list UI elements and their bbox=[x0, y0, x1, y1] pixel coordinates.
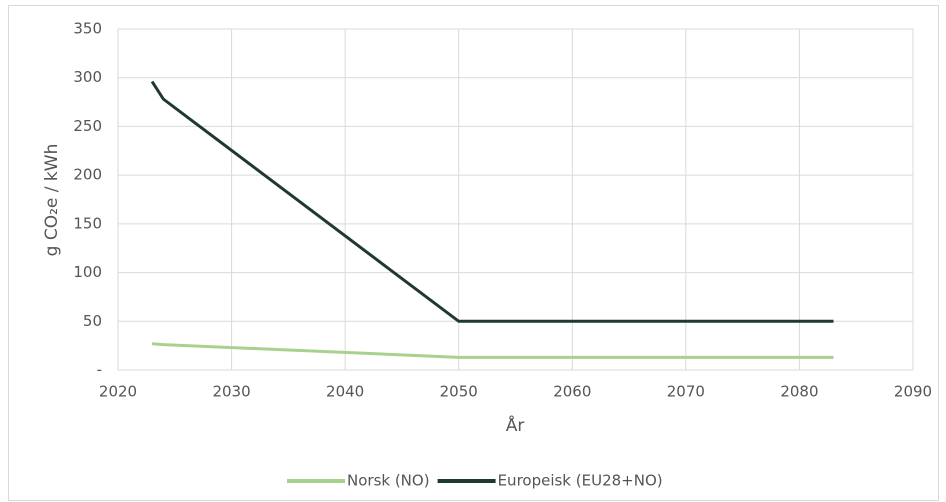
y-axis-label: g CO₂e / kWh bbox=[42, 144, 62, 257]
line-series bbox=[151, 342, 834, 359]
y-tick-label: 50 bbox=[83, 312, 102, 330]
x-tick-label: 2060 bbox=[553, 383, 591, 401]
y-tick-label: 350 bbox=[73, 20, 102, 38]
x-tick-label: 2080 bbox=[780, 383, 818, 401]
x-tick-label: 2040 bbox=[326, 383, 364, 401]
line-series bbox=[150, 80, 834, 323]
legend-label: Norsk (NO) bbox=[347, 472, 430, 490]
y-tick-label: 150 bbox=[73, 214, 102, 232]
x-tick-label: 2070 bbox=[667, 383, 705, 401]
y-tick-label: 300 bbox=[73, 68, 102, 86]
x-tick-label: 2020 bbox=[99, 383, 137, 401]
x-tick-label: 2050 bbox=[440, 383, 478, 401]
y-tick-label: 250 bbox=[73, 117, 102, 135]
x-tick-label: 2090 bbox=[894, 383, 932, 401]
chart-frame bbox=[8, 5, 939, 501]
legend-label: Europeisk (EU28+NO) bbox=[498, 472, 663, 490]
x-axis-label: År bbox=[506, 414, 525, 436]
y-tick-label: 100 bbox=[73, 263, 102, 281]
x-tick-label: 2030 bbox=[212, 383, 250, 401]
y-tick-label: - bbox=[97, 361, 102, 379]
y-tick-label: 200 bbox=[73, 166, 102, 184]
